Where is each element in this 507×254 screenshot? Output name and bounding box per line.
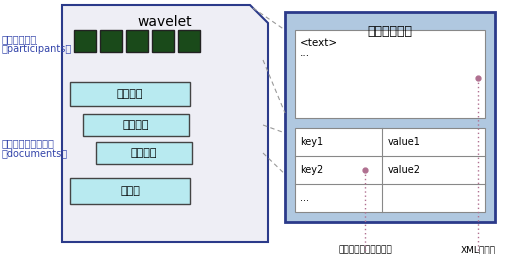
Bar	[70, 82, 190, 106]
Text: XMLデータ: XMLデータ	[460, 245, 495, 254]
Text: 参加者リスト: 参加者リスト	[2, 34, 37, 44]
Bar	[285, 12, 495, 222]
Polygon shape	[62, 5, 268, 242]
Text: テキスト: テキスト	[123, 120, 149, 130]
Bar	[70, 178, 190, 204]
Text: テキスト: テキスト	[117, 89, 143, 99]
Text: key2: key2	[300, 165, 323, 175]
Bar	[96, 142, 192, 164]
Text: <text>: <text>	[300, 38, 338, 48]
Bar	[295, 30, 485, 118]
Text: key1: key1	[300, 137, 323, 147]
Text: アノテーションリスト: アノテーションリスト	[338, 245, 392, 254]
Bar	[178, 30, 200, 52]
Text: （participants）: （participants）	[2, 44, 73, 54]
Text: データ: データ	[120, 186, 140, 196]
Text: ...: ...	[300, 48, 310, 58]
Text: ドキュメント: ドキュメント	[368, 25, 413, 38]
Bar	[126, 30, 148, 52]
Text: （documents）: （documents）	[2, 148, 68, 158]
Text: ドキュメントリスト: ドキュメントリスト	[2, 138, 55, 148]
Text: value2: value2	[387, 165, 420, 175]
Text: wavelet: wavelet	[138, 15, 192, 29]
Text: value1: value1	[387, 137, 420, 147]
Bar	[295, 128, 485, 212]
Text: ...: ...	[300, 193, 309, 203]
Bar	[83, 114, 189, 136]
Bar	[74, 30, 96, 52]
Text: テキスト: テキスト	[131, 148, 157, 158]
Bar	[152, 30, 174, 52]
Bar	[100, 30, 122, 52]
